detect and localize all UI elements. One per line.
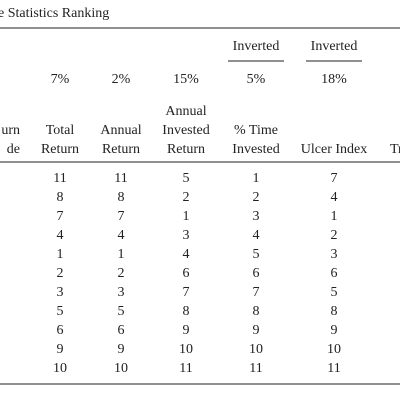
cell: 2 bbox=[183, 190, 190, 205]
cell: 7 bbox=[57, 209, 64, 224]
cell: 8 bbox=[183, 304, 190, 319]
weight: 2% bbox=[112, 72, 131, 87]
column-header: Tr bbox=[390, 142, 400, 157]
cell: 2 bbox=[331, 228, 338, 243]
cell: 10 bbox=[179, 342, 193, 357]
cell: 7 bbox=[331, 171, 338, 186]
cell: 11 bbox=[249, 361, 262, 376]
cell: 3 bbox=[183, 228, 190, 243]
cell: 4 bbox=[253, 228, 260, 243]
cell: 4 bbox=[183, 247, 190, 262]
column-header: Invested bbox=[162, 123, 209, 138]
cell: 8 bbox=[253, 304, 260, 319]
cell: 4 bbox=[118, 228, 125, 243]
cell: 9 bbox=[253, 323, 260, 338]
cell: 10 bbox=[114, 361, 128, 376]
column-header: Ulcer Index bbox=[301, 142, 367, 157]
weight: 5% bbox=[247, 72, 266, 87]
column-header: Annual bbox=[165, 104, 206, 119]
column-header: Invested bbox=[232, 142, 279, 157]
cell: 6 bbox=[253, 266, 260, 281]
cell: 2 bbox=[253, 190, 260, 205]
column-header: Return bbox=[102, 142, 140, 157]
cell: 10 bbox=[53, 361, 67, 376]
cell: 5 bbox=[183, 171, 190, 186]
cell: 11 bbox=[327, 361, 340, 376]
column-header: Return bbox=[41, 142, 79, 157]
cell: 2 bbox=[57, 266, 64, 281]
cell: 6 bbox=[331, 266, 338, 281]
table-title: e Statistics Ranking bbox=[0, 6, 109, 21]
column-header: % Time bbox=[234, 123, 278, 138]
cell: 7 bbox=[118, 209, 125, 224]
column-header: Annual bbox=[100, 123, 141, 138]
cell: 1 bbox=[183, 209, 190, 224]
cell: 1 bbox=[118, 247, 125, 262]
cell: 6 bbox=[118, 323, 125, 338]
cell: 1 bbox=[57, 247, 64, 262]
cell: 8 bbox=[118, 190, 125, 205]
cell: 5 bbox=[118, 304, 125, 319]
cell: 3 bbox=[57, 285, 64, 300]
cell: 11 bbox=[53, 171, 66, 186]
cell: 3 bbox=[118, 285, 125, 300]
cell: 11 bbox=[114, 171, 127, 186]
cell: 1 bbox=[253, 171, 260, 186]
cell: 1 bbox=[331, 209, 338, 224]
cell: 9 bbox=[183, 323, 190, 338]
cell: 5 bbox=[331, 285, 338, 300]
group-header: Inverted bbox=[233, 39, 280, 54]
cell: 7 bbox=[253, 285, 260, 300]
cell: 3 bbox=[253, 209, 260, 224]
column-header: Return bbox=[167, 142, 205, 157]
cell: 6 bbox=[57, 323, 64, 338]
column-header: Total bbox=[46, 123, 75, 138]
cell: 5 bbox=[57, 304, 64, 319]
weight: 7% bbox=[51, 72, 70, 87]
cell: 9 bbox=[331, 323, 338, 338]
cell: 7 bbox=[183, 285, 190, 300]
weight: 18% bbox=[321, 72, 347, 87]
weight: 15% bbox=[173, 72, 199, 87]
cell: 3 bbox=[331, 247, 338, 262]
cell: 8 bbox=[331, 304, 338, 319]
cell: 4 bbox=[331, 190, 338, 205]
cell: 6 bbox=[183, 266, 190, 281]
column-header: urn bbox=[1, 123, 20, 138]
cell: 8 bbox=[57, 190, 64, 205]
group-header: Inverted bbox=[311, 39, 358, 54]
cell: 10 bbox=[327, 342, 341, 357]
cell: 9 bbox=[57, 342, 64, 357]
cell: 5 bbox=[253, 247, 260, 262]
cell: 4 bbox=[57, 228, 64, 243]
cell: 11 bbox=[179, 361, 192, 376]
cell: 2 bbox=[118, 266, 125, 281]
cell: 10 bbox=[249, 342, 263, 357]
column-header: de bbox=[7, 142, 20, 157]
cell: 9 bbox=[118, 342, 125, 357]
